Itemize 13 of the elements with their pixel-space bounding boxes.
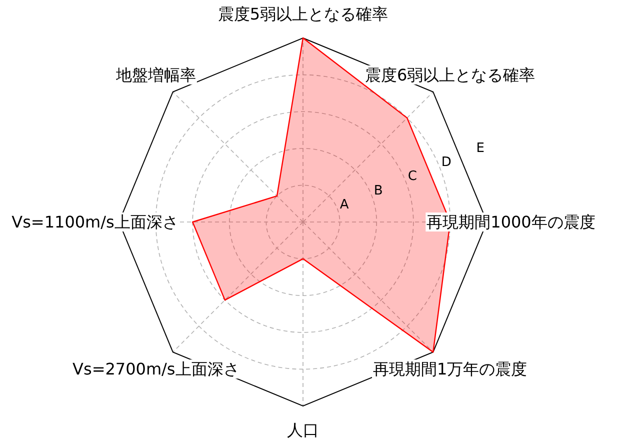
y-tick-label: C	[408, 169, 417, 184]
spoke-label: Vs=2700m/s上面深さ	[72, 360, 240, 379]
spoke-label: 地盤増幅率	[114, 65, 196, 84]
spoke-label: 震度5弱以上となる確率	[218, 4, 388, 24]
spoke-label: Vs=1100m/s上面深さ	[12, 212, 178, 232]
spoke-label: 震度6弱以上となる確率	[364, 65, 536, 84]
spoke-label: 人口	[287, 420, 319, 440]
spoke-label: 再現期間1万年の震度	[372, 360, 528, 379]
y-tick-label: E	[476, 141, 484, 156]
y-tick-label: A	[340, 197, 349, 212]
y-tick-label: D	[441, 155, 452, 170]
spoke-label: 再現期間1000年の震度	[426, 212, 596, 232]
y-tick-label: B	[374, 183, 383, 198]
